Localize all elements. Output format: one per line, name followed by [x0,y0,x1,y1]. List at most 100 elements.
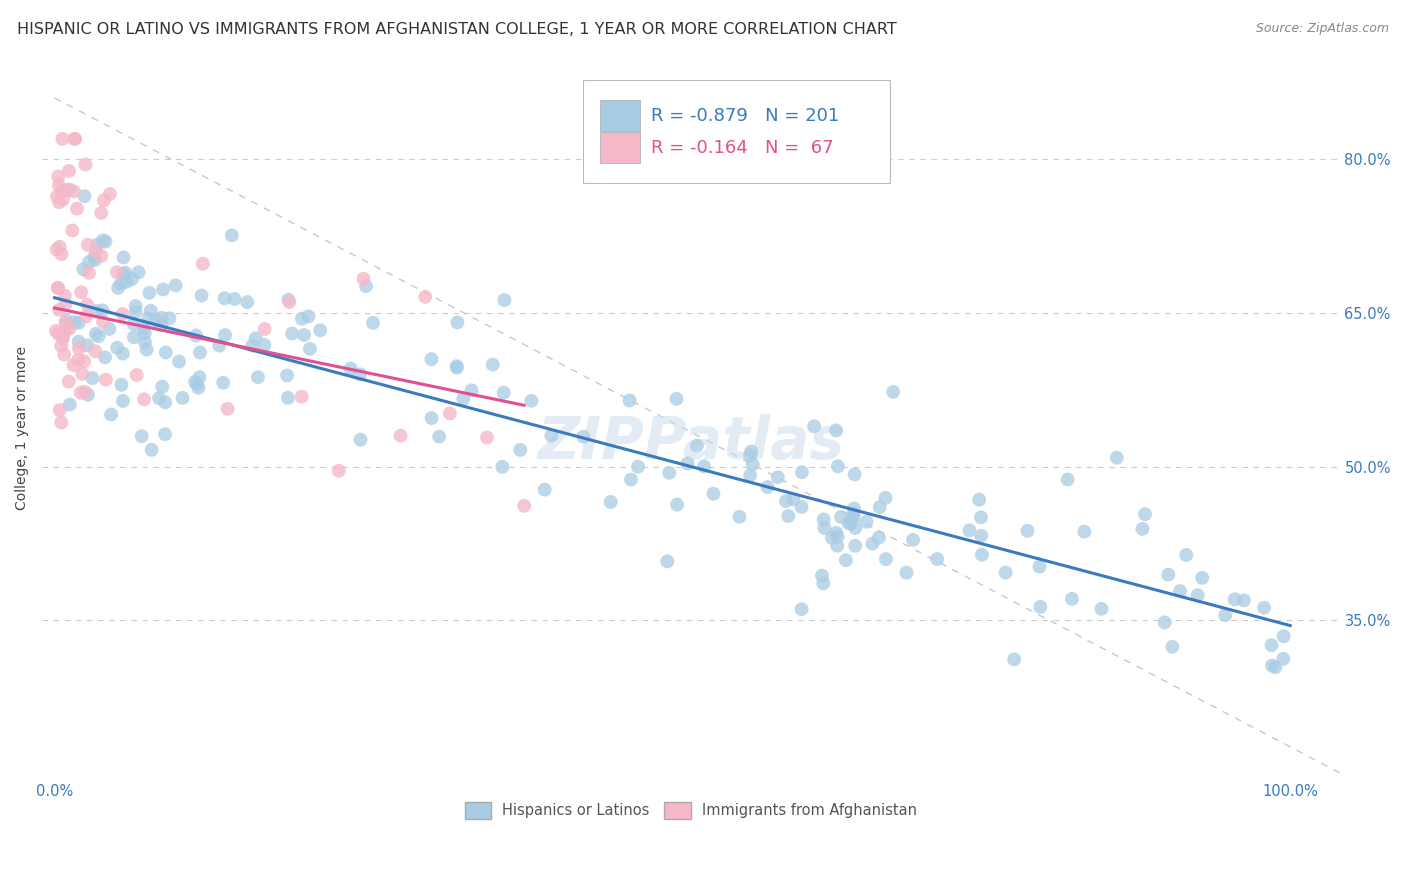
Point [141,442,163,457]
Point [67,342,90,356]
Point [869,500,891,514]
Point [124,299,146,313]
Point [111,393,134,408]
Point [51,416,73,430]
Point [460,384,482,398]
Point [122,317,145,331]
Point [686,439,709,453]
Point [778,509,800,524]
Point [844,467,866,482]
Point [803,419,825,434]
Point [451,392,474,406]
Point [150,379,173,393]
Legend: Hispanics or Latinos, Immigrants from Afghanistan: Hispanics or Latinos, Immigrants from Af… [458,796,924,824]
Point [835,553,858,567]
Point [76,237,98,252]
Point [782,492,804,507]
Point [134,392,156,407]
Point [190,288,212,302]
Point [105,265,128,279]
Point [172,391,194,405]
Point [48,302,70,317]
Point [52,329,75,343]
Point [214,328,236,343]
Point [740,448,762,462]
Point [56,183,79,197]
Point [69,385,91,400]
Point [1056,473,1078,487]
Point [157,311,180,326]
Point [1132,522,1154,536]
Point [115,275,138,289]
Point [665,392,688,406]
Point [994,566,1017,580]
Point [1028,559,1050,574]
Point [131,429,153,443]
Point [70,285,93,300]
Point [55,297,77,311]
Point [52,184,75,198]
Point [86,304,108,318]
Point [813,521,835,535]
Point [1233,593,1256,607]
Point [896,566,918,580]
Point [191,257,214,271]
Point [1264,660,1286,674]
Point [253,322,276,336]
Point [60,223,83,237]
Point [775,494,797,508]
Point [86,237,108,252]
Point [309,323,332,337]
Point [91,233,114,247]
Point [627,459,650,474]
Point [48,403,70,417]
Point [208,338,231,352]
Point [427,429,450,443]
Point [1133,507,1156,521]
Point [45,189,67,203]
Point [212,376,235,390]
Point [224,292,246,306]
Point [45,324,67,338]
Point [738,468,761,483]
Point [59,398,82,412]
Point [48,178,70,193]
Text: Source: ZipAtlas.com: Source: ZipAtlas.com [1256,22,1389,36]
Point [509,442,531,457]
Point [420,352,443,367]
Point [51,339,73,353]
Point [187,381,209,395]
Point [821,531,844,545]
Point [970,510,993,524]
Point [277,293,299,307]
Point [91,303,114,318]
Y-axis label: College, 1 year or more: College, 1 year or more [15,346,30,510]
Point [413,290,436,304]
Point [110,377,132,392]
Point [1223,592,1246,607]
Point [94,351,117,365]
Point [87,329,110,343]
Point [927,552,949,566]
Point [813,512,835,526]
Point [84,326,107,341]
Point [236,295,259,310]
Point [111,307,134,321]
Point [354,279,377,293]
Point [292,328,315,343]
Point [214,291,236,305]
Point [540,428,562,442]
Point [1105,450,1128,465]
Point [112,251,135,265]
Point [844,521,866,535]
Point [240,338,263,352]
Point [94,373,117,387]
Text: HISPANIC OR LATINO VS IMMIGRANTS FROM AFGHANISTAN COLLEGE, 1 YEAR OR MORE CORREL: HISPANIC OR LATINO VS IMMIGRANTS FROM AF… [17,22,897,37]
Point [188,345,211,359]
Point [446,360,468,375]
Point [221,228,243,243]
Point [882,384,904,399]
Point [790,602,813,616]
Point [790,465,813,479]
Point [844,539,866,553]
